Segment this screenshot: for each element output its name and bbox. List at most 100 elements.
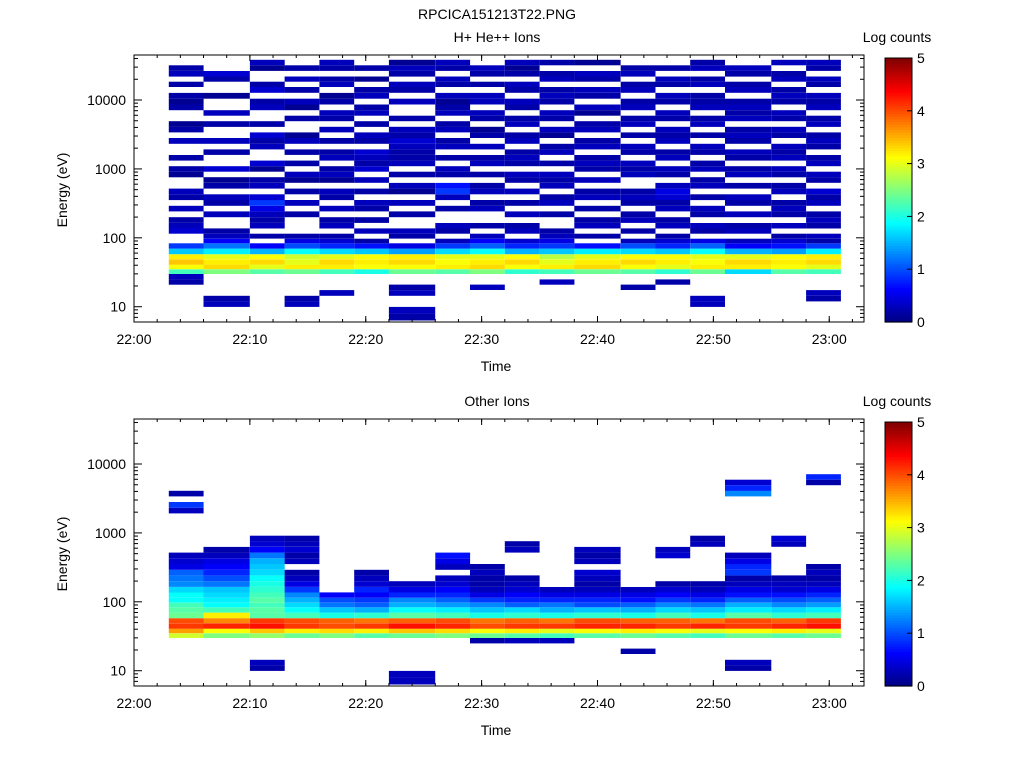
heatmap-cell <box>504 254 540 260</box>
x-tick-label: 23:00 <box>812 331 847 347</box>
heatmap-cell <box>690 238 725 244</box>
heatmap-cell <box>319 188 355 195</box>
heatmap-cell <box>504 618 540 624</box>
heatmap-cell <box>203 587 250 593</box>
heatmap-cell <box>203 264 250 270</box>
heatmap-cell <box>504 228 540 234</box>
heatmap-cell <box>435 205 471 212</box>
heatmap-cell <box>284 581 320 587</box>
colorbar-swatch <box>885 538 912 542</box>
heatmap-cell <box>690 264 725 270</box>
heatmap-cell <box>690 166 725 172</box>
heatmap-cell <box>284 211 320 218</box>
heatmap-cell <box>655 279 691 285</box>
heatmap-cell <box>435 558 471 565</box>
colorbar-swatch <box>885 561 912 566</box>
heatmap-cell <box>168 507 204 514</box>
heatmap-cell <box>168 155 204 161</box>
heatmap-cell <box>771 71 807 77</box>
heatmap-cell <box>725 194 772 201</box>
heatmap-cell <box>168 166 204 172</box>
heatmap-cell <box>168 194 204 201</box>
heatmap-cell <box>620 248 656 255</box>
heatmap-cell <box>435 98 471 105</box>
heatmap-cell <box>504 65 540 71</box>
heatmap-cell <box>470 612 505 619</box>
colorbar-swatch <box>885 316 912 320</box>
heatmap-cell <box>319 155 355 161</box>
colorbar-swatch <box>885 630 912 634</box>
heatmap-cell <box>690 76 725 82</box>
colorbar-swatch <box>885 509 912 513</box>
x-axis-label: Time <box>481 722 512 738</box>
heatmap-cell <box>284 607 320 613</box>
heatmap-cell <box>203 110 250 116</box>
heatmap-cell <box>319 633 355 638</box>
x-tick-label: 23:00 <box>812 695 847 711</box>
colorbar-swatch <box>885 672 912 677</box>
colorbar-swatch <box>885 203 912 207</box>
heatmap-cell <box>620 171 656 178</box>
heatmap-cell <box>690 602 725 608</box>
colorbar-swatch <box>885 609 912 613</box>
heatmap-cell <box>690 259 725 265</box>
heatmap-cell <box>574 126 621 133</box>
colorbar-swatch <box>885 242 912 247</box>
heatmap-cell <box>319 243 355 249</box>
heatmap-cell <box>319 115 355 122</box>
heatmap-cell <box>574 569 621 576</box>
heatmap-cell <box>725 211 772 218</box>
heatmap-cell <box>284 132 320 138</box>
heatmap-cell <box>354 243 389 249</box>
heatmap-cell <box>284 248 320 255</box>
colorbar-swatch <box>885 593 912 597</box>
heatmap-cell <box>435 623 471 629</box>
heatmap-cell <box>354 248 389 255</box>
heatmap-cell <box>655 238 691 244</box>
heatmap-cell <box>284 65 320 71</box>
heatmap-cell <box>806 76 841 82</box>
colorbar-swatch <box>885 522 912 526</box>
heatmap-cell <box>690 98 725 105</box>
heatmap-cell <box>388 587 436 593</box>
heatmap-cell <box>435 126 471 133</box>
heatmap-cell <box>725 628 772 634</box>
heatmap-cell <box>620 259 656 265</box>
heatmap-cell <box>539 269 575 274</box>
colorbar-swatch <box>885 580 912 584</box>
colorbar-swatch <box>885 598 912 603</box>
heatmap-cell <box>284 149 320 155</box>
heatmap-cell <box>725 110 772 116</box>
heatmap-cell <box>725 479 772 486</box>
heatmap-cell <box>806 602 841 608</box>
colorbar-swatch <box>885 569 912 574</box>
heatmap-cell <box>574 188 621 195</box>
colorbar-swatch <box>885 108 912 112</box>
heatmap-cell <box>620 188 656 195</box>
heatmap-cell <box>771 110 807 116</box>
heatmap-cell <box>203 301 250 307</box>
heatmap-cell <box>725 71 772 77</box>
colorbar-swatch <box>885 464 912 468</box>
heatmap-cell <box>388 59 436 66</box>
heatmap-cell <box>319 233 355 239</box>
heatmap-cell <box>725 155 772 161</box>
heatmap-cell <box>435 155 471 161</box>
heatmap-cell <box>354 149 389 155</box>
colorbar-swatch <box>885 498 912 502</box>
heatmap-cell <box>806 623 841 629</box>
heatmap-cell <box>249 569 285 576</box>
heatmap-cell <box>771 575 807 582</box>
colorbar-swatch <box>885 182 912 186</box>
heatmap-cell <box>771 126 807 133</box>
heatmap-cell <box>435 248 471 255</box>
heatmap-cell <box>319 126 355 133</box>
x-tick-label: 22:00 <box>116 331 151 347</box>
heatmap-cell <box>284 602 320 608</box>
colorbar-swatch <box>885 461 912 465</box>
heatmap-cell <box>249 104 285 111</box>
heatmap-cell <box>771 587 807 593</box>
heatmap-cell <box>690 194 725 201</box>
heatmap-cell <box>539 628 575 634</box>
